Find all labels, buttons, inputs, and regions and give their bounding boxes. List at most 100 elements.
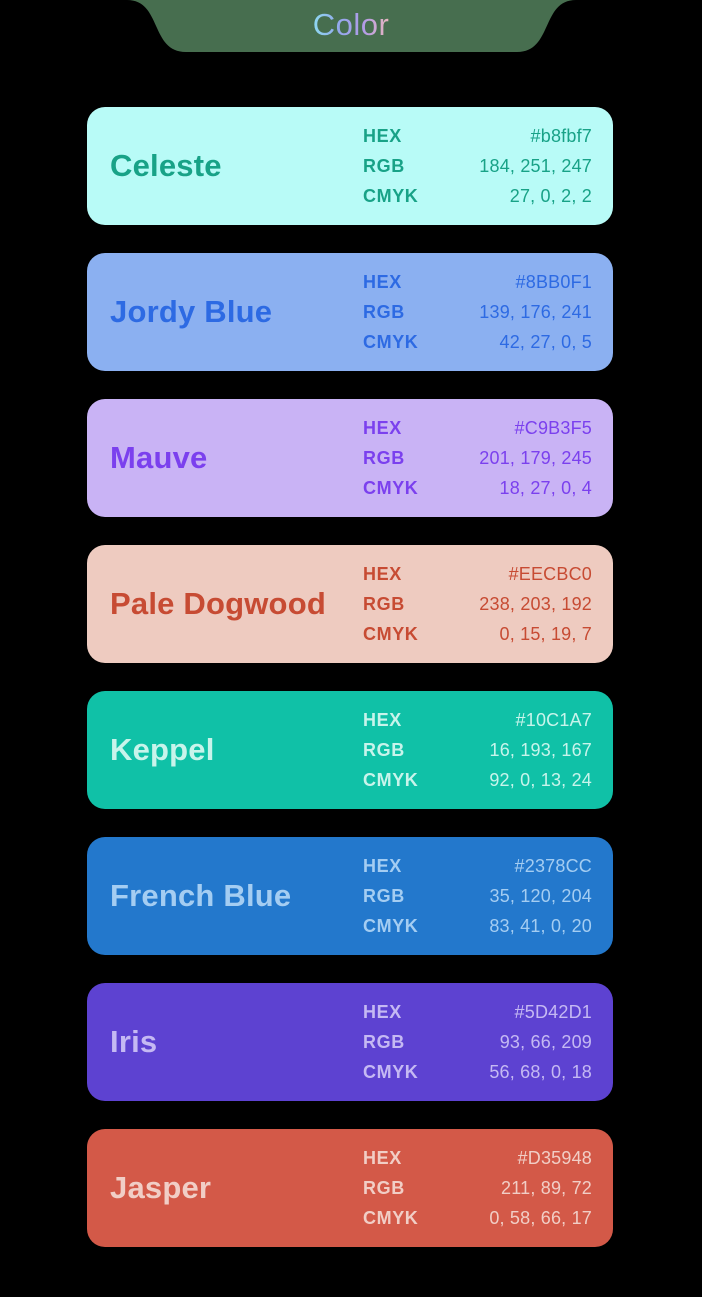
hex-value: #8BB0F1: [515, 272, 592, 292]
spec-row-rgb: RGB 93, 66, 209: [363, 1027, 592, 1057]
spec-row-rgb: RGB 201, 179, 245: [363, 443, 592, 473]
cmyk-value: 56, 68, 0, 18: [489, 1062, 592, 1082]
color-card: Pale Dogwood HEX #EECBC0 RGB 238, 203, 1…: [87, 545, 613, 663]
spec-row-cmyk: CMYK 42, 27, 0, 5: [363, 327, 592, 357]
spec-row-cmyk: CMYK 0, 15, 19, 7: [363, 619, 592, 649]
rgb-value: 201, 179, 245: [479, 448, 592, 468]
color-card-list: Celeste HEX #b8fbf7 RGB 184, 251, 247 CM…: [87, 107, 613, 1247]
cmyk-label: CMYK: [363, 186, 419, 206]
hex-value: #10C1A7: [515, 710, 592, 730]
rgb-label: RGB: [363, 156, 405, 176]
color-name: Celeste: [110, 148, 222, 183]
spec-row-hex: HEX #2378CC: [363, 851, 592, 881]
color-card: Mauve HEX #C9B3F5 RGB 201, 179, 245 CMYK…: [87, 399, 613, 517]
rgb-label: RGB: [363, 448, 405, 468]
spec-row-hex: HEX #D35948: [363, 1143, 592, 1173]
color-name: Pale Dogwood: [110, 586, 326, 621]
hex-value: #C9B3F5: [514, 418, 592, 438]
rgb-value: 35, 120, 204: [489, 886, 592, 906]
color-card: French Blue HEX #2378CC RGB 35, 120, 204…: [87, 837, 613, 955]
hex-value: #D35948: [517, 1148, 592, 1168]
color-name: French Blue: [110, 878, 292, 913]
cmyk-label: CMYK: [363, 1062, 419, 1082]
spec-row-rgb: RGB 184, 251, 247: [363, 151, 592, 181]
color-card: Jordy Blue HEX #8BB0F1 RGB 139, 176, 241…: [87, 253, 613, 371]
spec-row-cmyk: CMYK 18, 27, 0, 4: [363, 473, 592, 503]
cmyk-value: 92, 0, 13, 24: [489, 770, 592, 790]
color-specs: HEX #5D42D1 RGB 93, 66, 209 CMYK 56, 68,…: [363, 997, 592, 1087]
spec-row-cmyk: CMYK 92, 0, 13, 24: [363, 765, 592, 795]
hex-value: #5D42D1: [514, 1002, 592, 1022]
color-specs: HEX #C9B3F5 RGB 201, 179, 245 CMYK 18, 2…: [363, 413, 592, 503]
hex-label: HEX: [363, 564, 402, 584]
rgb-value: 93, 66, 209: [499, 1032, 592, 1052]
spec-row-cmyk: CMYK 0, 58, 66, 17: [363, 1203, 592, 1233]
cmyk-value: 27, 0, 2, 2: [509, 186, 592, 206]
cmyk-label: CMYK: [363, 1208, 419, 1228]
spec-row-rgb: RGB 211, 89, 72: [363, 1173, 592, 1203]
color-name: Iris: [110, 1024, 158, 1059]
rgb-label: RGB: [363, 594, 405, 614]
spec-row-rgb: RGB 139, 176, 241: [363, 297, 592, 327]
spec-row-hex: HEX #EECBC0: [363, 559, 592, 589]
rgb-label: RGB: [363, 1178, 405, 1198]
rgb-label: RGB: [363, 302, 405, 322]
rgb-label: RGB: [363, 886, 405, 906]
color-card: Keppel HEX #10C1A7 RGB 16, 193, 167 CMYK…: [87, 691, 613, 809]
hex-label: HEX: [363, 418, 402, 438]
hex-value: #b8fbf7: [530, 126, 592, 146]
rgb-value: 238, 203, 192: [479, 594, 592, 614]
spec-row-hex: HEX #5D42D1: [363, 997, 592, 1027]
color-name: Jordy Blue: [110, 294, 273, 329]
spec-row-rgb: RGB 16, 193, 167: [363, 735, 592, 765]
cmyk-value: 0, 58, 66, 17: [489, 1208, 592, 1228]
hex-label: HEX: [363, 126, 402, 146]
cmyk-value: 83, 41, 0, 20: [489, 916, 592, 936]
color-specs: HEX #EECBC0 RGB 238, 203, 192 CMYK 0, 15…: [363, 559, 592, 649]
color-specs: HEX #b8fbf7 RGB 184, 251, 247 CMYK 27, 0…: [363, 121, 592, 211]
hex-value: #2378CC: [514, 856, 592, 876]
hex-label: HEX: [363, 856, 402, 876]
cmyk-label: CMYK: [363, 916, 419, 936]
spec-row-cmyk: CMYK 56, 68, 0, 18: [363, 1057, 592, 1087]
spec-row-cmyk: CMYK 27, 0, 2, 2: [363, 181, 592, 211]
spec-row-rgb: RGB 238, 203, 192: [363, 589, 592, 619]
header-title-line: Color: [0, 0, 702, 52]
rgb-value: 16, 193, 167: [489, 740, 592, 760]
rgb-label: RGB: [363, 740, 405, 760]
hex-label: HEX: [363, 710, 402, 730]
color-specs: HEX #8BB0F1 RGB 139, 176, 241 CMYK 42, 2…: [363, 267, 592, 357]
cmyk-label: CMYK: [363, 332, 419, 352]
hex-label: HEX: [363, 272, 402, 292]
rgb-label: RGB: [363, 1032, 405, 1052]
header-tab-shape: [127, 0, 576, 52]
rgb-value: 139, 176, 241: [479, 302, 592, 322]
cmyk-label: CMYK: [363, 770, 419, 790]
color-specs: HEX #10C1A7 RGB 16, 193, 167 CMYK 92, 0,…: [363, 705, 592, 795]
cmyk-value: 0, 15, 19, 7: [499, 624, 592, 644]
color-specs: HEX #D35948 RGB 211, 89, 72 CMYK 0, 58, …: [363, 1143, 592, 1233]
color-card: Iris HEX #5D42D1 RGB 93, 66, 209 CMYK 56…: [87, 983, 613, 1101]
color-card: Celeste HEX #b8fbf7 RGB 184, 251, 247 CM…: [87, 107, 613, 225]
spec-row-hex: HEX #10C1A7: [363, 705, 592, 735]
spec-row-hex: HEX #8BB0F1: [363, 267, 592, 297]
color-name: Mauve: [110, 440, 208, 475]
cmyk-label: CMYK: [363, 624, 419, 644]
spec-row-rgb: RGB 35, 120, 204: [363, 881, 592, 911]
hex-value: #EECBC0: [508, 564, 592, 584]
spec-row-hex: HEX #C9B3F5: [363, 413, 592, 443]
spec-row-hex: HEX #b8fbf7: [363, 121, 592, 151]
spec-row-cmyk: CMYK 83, 41, 0, 20: [363, 911, 592, 941]
color-name: Keppel: [110, 732, 215, 767]
color-name: Jasper: [110, 1170, 212, 1205]
cmyk-label: CMYK: [363, 478, 419, 498]
color-card: Jasper HEX #D35948 RGB 211, 89, 72 CMYK …: [87, 1129, 613, 1247]
header-tab: Color: [0, 0, 702, 52]
hex-label: HEX: [363, 1148, 402, 1168]
cmyk-value: 42, 27, 0, 5: [499, 332, 592, 352]
cmyk-value: 18, 27, 0, 4: [499, 478, 592, 498]
page-title: Color: [313, 0, 390, 50]
hex-label: HEX: [363, 1002, 402, 1022]
rgb-value: 184, 251, 247: [479, 156, 592, 176]
color-specs: HEX #2378CC RGB 35, 120, 204 CMYK 83, 41…: [363, 851, 592, 941]
